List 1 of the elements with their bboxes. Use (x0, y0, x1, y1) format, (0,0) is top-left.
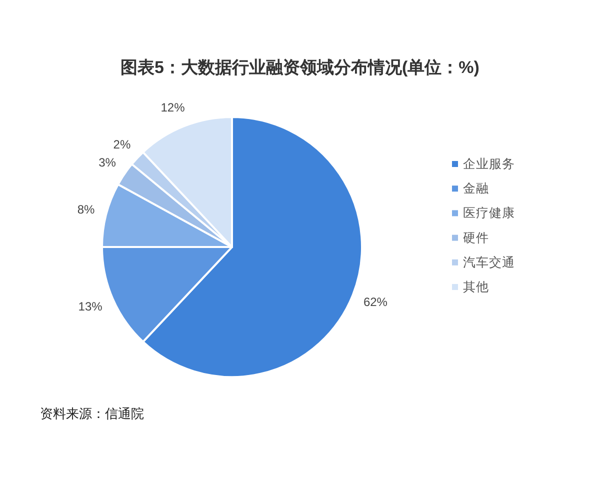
title: 图表5：大数据行业融资领域分布情况(单位：%) (120, 58, 480, 77)
